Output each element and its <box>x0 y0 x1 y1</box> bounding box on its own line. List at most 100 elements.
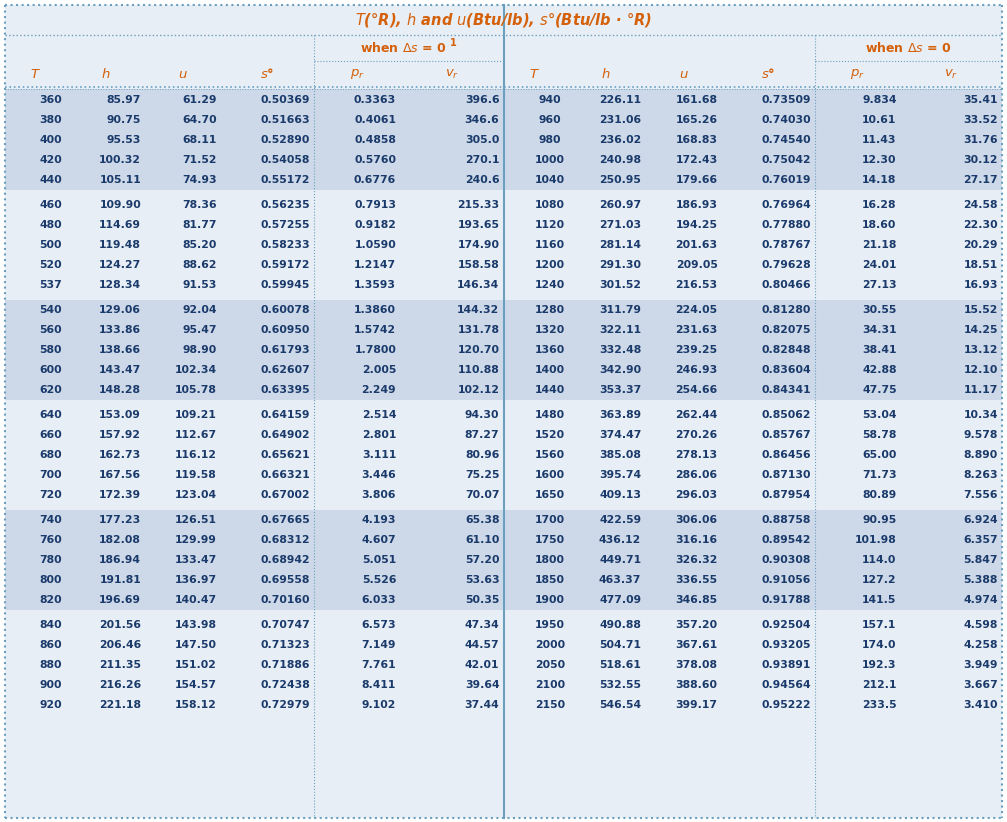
Text: 2.005: 2.005 <box>362 365 396 375</box>
Text: 500: 500 <box>39 240 62 250</box>
Bar <box>504 339 1002 360</box>
Text: 1.3593: 1.3593 <box>354 279 396 290</box>
Text: 580: 580 <box>39 345 62 355</box>
Text: 378.08: 378.08 <box>676 660 718 670</box>
Text: 4.607: 4.607 <box>362 535 396 545</box>
Text: 30.12: 30.12 <box>964 155 998 164</box>
Text: 1850: 1850 <box>535 575 565 585</box>
Bar <box>5 635 504 655</box>
Text: 143.47: 143.47 <box>99 365 141 375</box>
Text: 1400: 1400 <box>535 365 565 375</box>
Bar <box>504 530 1002 550</box>
Text: 129.06: 129.06 <box>99 305 141 315</box>
Text: 480: 480 <box>39 219 62 229</box>
Bar <box>5 90 504 109</box>
Text: 71.52: 71.52 <box>182 155 218 164</box>
Text: 177.23: 177.23 <box>99 515 141 525</box>
Bar <box>5 530 504 550</box>
Bar <box>504 360 1002 380</box>
Text: 346.6: 346.6 <box>465 114 499 125</box>
Text: 281.14: 281.14 <box>599 240 641 250</box>
Text: 0.74540: 0.74540 <box>761 135 811 145</box>
Text: 0.77880: 0.77880 <box>761 219 811 229</box>
Text: 2000: 2000 <box>535 640 565 650</box>
Text: 363.89: 363.89 <box>599 410 641 420</box>
Text: 0.5760: 0.5760 <box>354 155 396 164</box>
Text: 0.78767: 0.78767 <box>761 240 811 250</box>
Text: 112.67: 112.67 <box>175 430 218 440</box>
Text: 720: 720 <box>39 490 62 500</box>
Text: 212.1: 212.1 <box>862 681 896 690</box>
Text: 92.04: 92.04 <box>182 305 218 315</box>
Text: 0.60078: 0.60078 <box>260 305 310 315</box>
Text: 0.79628: 0.79628 <box>761 260 811 270</box>
Text: 449.71: 449.71 <box>599 555 641 566</box>
Text: 0.67002: 0.67002 <box>260 490 310 500</box>
Text: 1360: 1360 <box>535 345 565 355</box>
Text: 0.90308: 0.90308 <box>761 555 811 566</box>
Text: 2.801: 2.801 <box>362 430 396 440</box>
Text: 5.526: 5.526 <box>362 575 396 585</box>
Text: 116.12: 116.12 <box>175 450 218 460</box>
Text: 74.93: 74.93 <box>182 174 218 185</box>
Text: 240.6: 240.6 <box>465 174 499 185</box>
Text: 4.974: 4.974 <box>964 595 998 605</box>
Text: $v_r$: $v_r$ <box>945 67 959 81</box>
Text: 357.20: 357.20 <box>676 621 718 630</box>
Text: 90.95: 90.95 <box>862 515 896 525</box>
Text: 94.30: 94.30 <box>465 410 499 420</box>
Text: 131.78: 131.78 <box>457 325 499 335</box>
Text: 24.58: 24.58 <box>964 200 998 210</box>
Text: 80.96: 80.96 <box>465 450 499 460</box>
Text: 216.53: 216.53 <box>676 279 718 290</box>
Bar <box>5 695 504 715</box>
Bar <box>504 655 1002 676</box>
Text: 1.7800: 1.7800 <box>354 345 396 355</box>
Text: 65.38: 65.38 <box>465 515 499 525</box>
Text: 85.97: 85.97 <box>107 95 141 104</box>
Text: $p_r$: $p_r$ <box>850 67 865 81</box>
Text: 960: 960 <box>539 114 561 125</box>
Text: 0.4061: 0.4061 <box>354 114 396 125</box>
Text: 38.41: 38.41 <box>862 345 896 355</box>
Text: 254.66: 254.66 <box>676 385 718 395</box>
Bar <box>5 130 504 150</box>
Text: 0.59172: 0.59172 <box>260 260 310 270</box>
Text: 0.69558: 0.69558 <box>261 575 310 585</box>
Text: 7.556: 7.556 <box>964 490 998 500</box>
Text: 0.3363: 0.3363 <box>354 95 396 104</box>
Text: 820: 820 <box>39 595 62 605</box>
Text: when $\Delta s$ = 0: when $\Delta s$ = 0 <box>865 41 952 55</box>
Bar <box>5 35 1002 61</box>
Text: $p_r$: $p_r$ <box>349 67 365 81</box>
Text: 6.924: 6.924 <box>964 515 998 525</box>
Text: 80.89: 80.89 <box>862 490 896 500</box>
Text: 1080: 1080 <box>535 200 565 210</box>
Text: 221.18: 221.18 <box>99 700 141 710</box>
Text: 1750: 1750 <box>535 535 565 545</box>
Text: 15.52: 15.52 <box>964 305 998 315</box>
Text: 980: 980 <box>539 135 561 145</box>
Text: 12.30: 12.30 <box>862 155 896 164</box>
Bar <box>504 90 1002 109</box>
Text: 201.56: 201.56 <box>99 621 141 630</box>
Text: 133.86: 133.86 <box>99 325 141 335</box>
Text: 8.263: 8.263 <box>964 470 998 480</box>
Text: 0.76019: 0.76019 <box>761 174 811 185</box>
Text: 374.47: 374.47 <box>599 430 641 440</box>
Text: 68.11: 68.11 <box>182 135 218 145</box>
Text: 14.18: 14.18 <box>862 174 896 185</box>
Text: 168.83: 168.83 <box>676 135 718 145</box>
Bar <box>504 169 1002 190</box>
Bar <box>504 445 1002 465</box>
Text: 174.0: 174.0 <box>862 640 896 650</box>
Bar <box>504 320 1002 339</box>
Text: 1.3860: 1.3860 <box>354 305 396 315</box>
Text: 162.73: 162.73 <box>99 450 141 460</box>
Text: 114.69: 114.69 <box>99 219 141 229</box>
Text: $v_r$: $v_r$ <box>445 67 459 81</box>
Text: 271.03: 271.03 <box>599 219 641 229</box>
Text: 95.47: 95.47 <box>182 325 218 335</box>
Text: 1480: 1480 <box>535 410 565 420</box>
Text: 0.61793: 0.61793 <box>260 345 310 355</box>
